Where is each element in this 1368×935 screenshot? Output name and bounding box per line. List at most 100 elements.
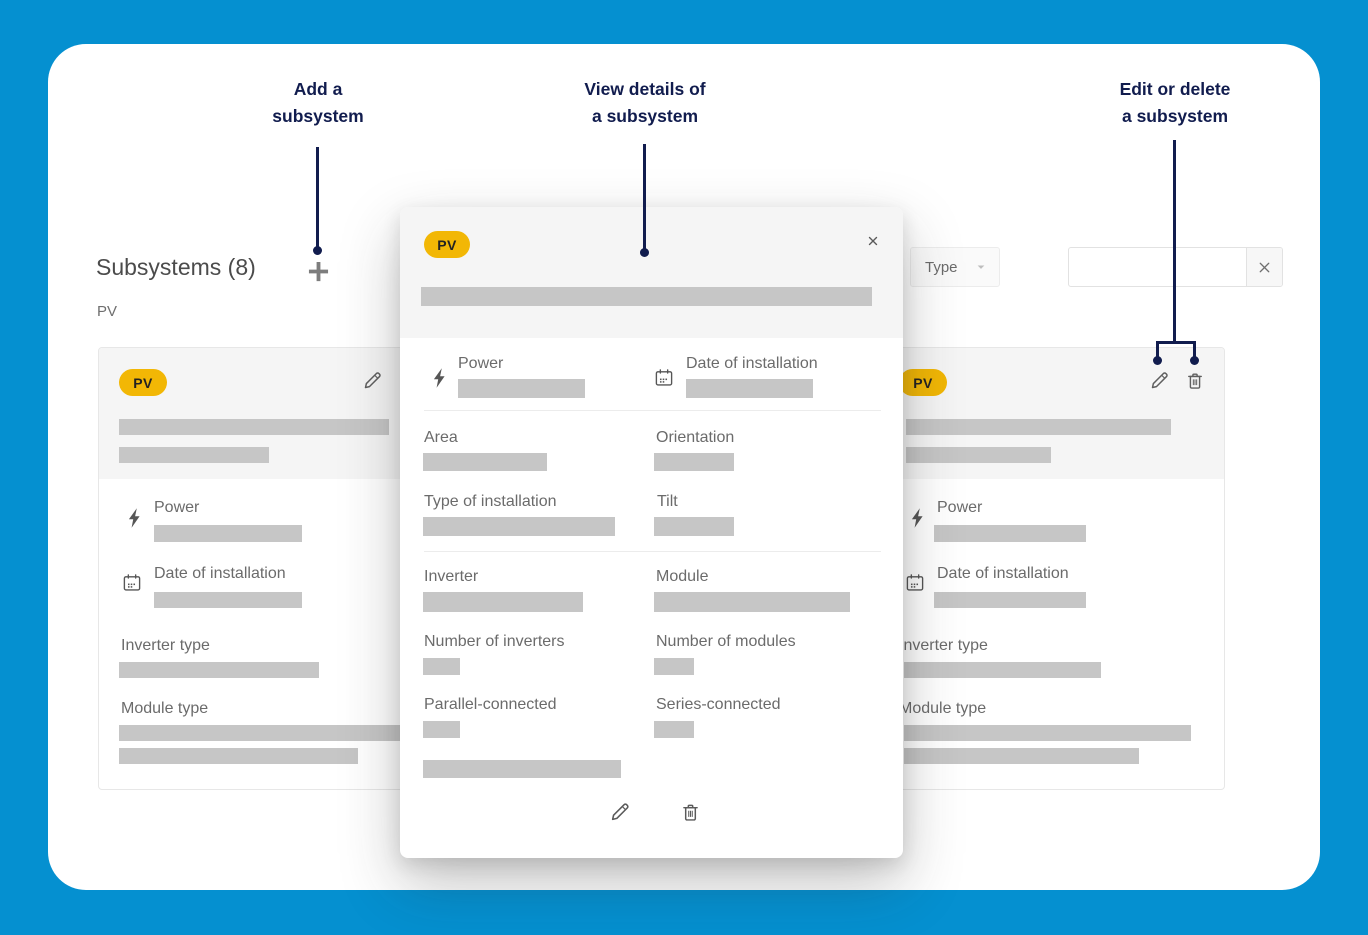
- lightning-icon: [123, 506, 147, 530]
- group-label-pv: PV: [97, 303, 118, 320]
- placeholder-bar: [119, 419, 389, 435]
- x-icon: [1256, 259, 1273, 276]
- placeholder-bar: [934, 592, 1086, 608]
- placeholder-bar: [154, 525, 302, 542]
- placeholder-bar: [654, 453, 734, 471]
- field-label-type-of-installation: Type of installation: [424, 493, 557, 510]
- modal-divider: [424, 551, 881, 552]
- placeholder-bar: [904, 662, 1101, 678]
- modal-delete-button[interactable]: [680, 802, 701, 823]
- pencil-icon: [609, 803, 631, 827]
- subsystem-details-modal: PV Power Date of installation Area Orien…: [400, 207, 903, 858]
- placeholder-bar: [423, 453, 547, 471]
- placeholder-bar: [904, 748, 1139, 764]
- placeholder-bar: [654, 592, 850, 612]
- subsystem-card-left[interactable]: PV Power Date of installation Inverter t…: [98, 347, 430, 790]
- annotation-add-subsystem: Add a subsystem: [198, 76, 438, 130]
- field-label-module-type: Module type: [121, 700, 209, 717]
- field-label-power: Power: [154, 499, 200, 516]
- field-label-tilt: Tilt: [657, 493, 678, 510]
- placeholder-bar: [119, 748, 358, 764]
- modal-edit-button[interactable]: [609, 801, 631, 823]
- placeholder-bar: [654, 658, 694, 675]
- annotation-view-line1: View details of: [584, 79, 706, 99]
- field-label-date: Date of installation: [686, 355, 818, 372]
- placeholder-bar: [423, 721, 460, 738]
- calendar-icon: [121, 572, 143, 594]
- chevron-down-icon: [973, 259, 989, 275]
- page-title: Subsystems (8): [96, 254, 256, 280]
- field-label-inverter-type: Inverter type: [899, 637, 988, 654]
- placeholder-bar: [119, 725, 401, 741]
- annotation-edit-delete: Edit or delete a subsystem: [1055, 76, 1295, 130]
- trash-icon: [680, 804, 701, 827]
- placeholder-bar: [119, 447, 269, 463]
- delete-subsystem-button[interactable]: [1185, 371, 1205, 391]
- placeholder-bar: [654, 721, 694, 738]
- field-label-power: Power: [458, 355, 504, 372]
- placeholder-bar: [423, 760, 621, 778]
- pencil-icon: [362, 372, 383, 395]
- field-label-date: Date of installation: [154, 565, 286, 582]
- modal-divider: [424, 410, 881, 411]
- plus-icon: [305, 261, 332, 289]
- placeholder-bar: [423, 517, 615, 536]
- search-input[interactable]: [1069, 248, 1246, 286]
- placeholder-bar: [154, 592, 302, 608]
- modal-header: [400, 207, 903, 338]
- subsystem-card-right[interactable]: PV Power Date of installation Inverter t…: [880, 347, 1225, 790]
- annotation-add-connector: [316, 147, 319, 248]
- annotation-edit-line1: Edit or delete: [1119, 79, 1231, 99]
- edit-subsystem-button[interactable]: [362, 370, 383, 391]
- annotation-view-dot: [640, 248, 649, 257]
- field-label-series-connected: Series-connected: [656, 696, 781, 713]
- field-label-inverter-type: Inverter type: [121, 637, 210, 654]
- trash-icon: [1185, 373, 1205, 395]
- annotation-add-dot: [313, 246, 322, 255]
- field-label-module: Module: [656, 568, 709, 585]
- annotation-view-details: View details of a subsystem: [525, 76, 765, 130]
- annotation-view-connector: [643, 144, 646, 249]
- annotation-add-line2: subsystem: [272, 106, 364, 126]
- edit-subsystem-button[interactable]: [1149, 370, 1170, 391]
- pencil-icon: [1149, 372, 1170, 395]
- x-icon: [866, 235, 880, 252]
- field-label-number-of-modules: Number of modules: [656, 633, 796, 650]
- placeholder-bar: [423, 658, 460, 675]
- field-label-power: Power: [937, 499, 983, 516]
- pv-type-badge: PV: [424, 231, 470, 258]
- field-label-orientation: Orientation: [656, 429, 735, 446]
- lightning-icon: [906, 506, 930, 530]
- annotation-edit-dot-right: [1190, 356, 1199, 365]
- annotation-add-line1: Add a: [293, 79, 343, 99]
- pv-type-badge: PV: [899, 369, 947, 396]
- calendar-icon: [904, 572, 926, 594]
- pv-type-badge: PV: [119, 369, 167, 396]
- placeholder-bar: [906, 419, 1171, 435]
- annotation-edit-connector: [1173, 140, 1176, 343]
- placeholder-bar: [934, 525, 1086, 542]
- placeholder-bar: [421, 287, 872, 306]
- annotation-edit-branch-right: [1193, 341, 1196, 359]
- field-label-parallel-connected: Parallel-connected: [424, 696, 557, 713]
- annotation-view-line2: a subsystem: [591, 106, 699, 126]
- field-label-number-of-inverters: Number of inverters: [424, 633, 565, 650]
- field-label-area: Area: [424, 429, 458, 446]
- annotation-edit-line2: a subsystem: [1121, 106, 1229, 126]
- calendar-icon: [653, 367, 675, 389]
- placeholder-bar: [906, 447, 1051, 463]
- placeholder-bar: [686, 379, 813, 398]
- placeholder-bar: [458, 379, 585, 398]
- field-label-module-type: Module type: [899, 700, 987, 717]
- type-filter-label: Type: [925, 258, 958, 276]
- placeholder-bar: [904, 725, 1191, 741]
- type-filter-dropdown[interactable]: Type: [910, 247, 1000, 287]
- add-subsystem-button[interactable]: [305, 258, 332, 285]
- annotation-edit-branch-left: [1156, 341, 1159, 359]
- annotation-edit-fork: [1156, 341, 1196, 344]
- placeholder-bar: [654, 517, 734, 536]
- modal-close-button[interactable]: [866, 234, 880, 248]
- field-label-date: Date of installation: [937, 565, 1069, 582]
- search-clear-button[interactable]: [1246, 248, 1282, 286]
